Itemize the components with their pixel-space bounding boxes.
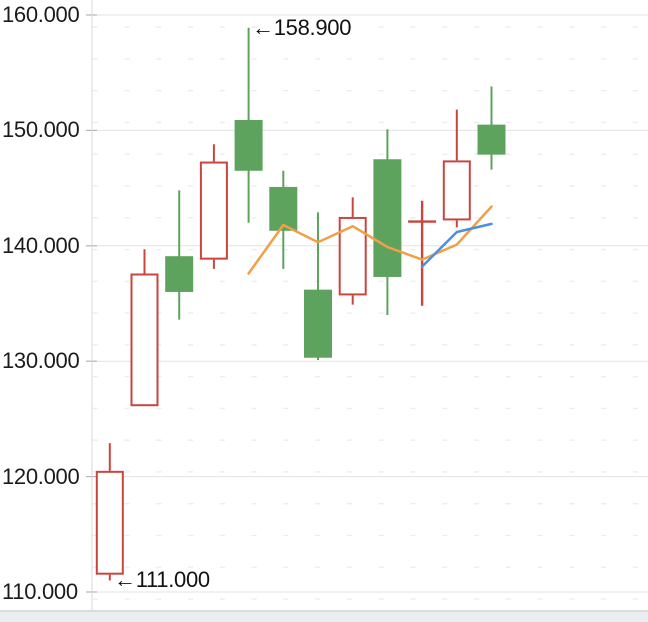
candle-3	[165, 190, 194, 320]
price-annotation-low: ←111.000	[114, 567, 210, 592]
y-axis-label: 150.000	[2, 117, 80, 142]
candle-4	[199, 144, 228, 269]
candle-6	[269, 170, 298, 269]
y-axis-label: 130.000	[2, 348, 80, 373]
y-axis-label: 140.000	[2, 233, 80, 258]
candle-body	[373, 159, 402, 277]
candle-body	[165, 256, 194, 292]
candle-10	[408, 200, 437, 306]
ma-orange-line	[247, 205, 493, 275]
candle-body	[130, 273, 159, 407]
candle-body	[269, 186, 298, 231]
candle-body	[304, 289, 332, 358]
ma-blue-line	[420, 222, 493, 268]
candle-body	[199, 161, 228, 260]
y-axis-label: 160.000	[2, 2, 80, 27]
minor-grid	[92, 0, 648, 610]
price-annotation-high: ←158.900	[252, 15, 352, 40]
candle-11	[442, 109, 471, 228]
candle-7	[304, 212, 332, 361]
candle-12	[477, 86, 506, 170]
candle-body	[477, 124, 506, 155]
candle-body	[95, 470, 124, 575]
candle-5	[234, 27, 263, 223]
y-axis-label: 110.000	[2, 579, 78, 604]
candle-body	[442, 160, 471, 221]
candle-9	[373, 129, 402, 316]
candle-body	[234, 120, 263, 171]
chart-scrollbar[interactable]	[0, 610, 648, 622]
candle-1	[95, 443, 124, 581]
candle-2	[130, 249, 159, 407]
y-axis-label: 120.000	[2, 464, 80, 489]
